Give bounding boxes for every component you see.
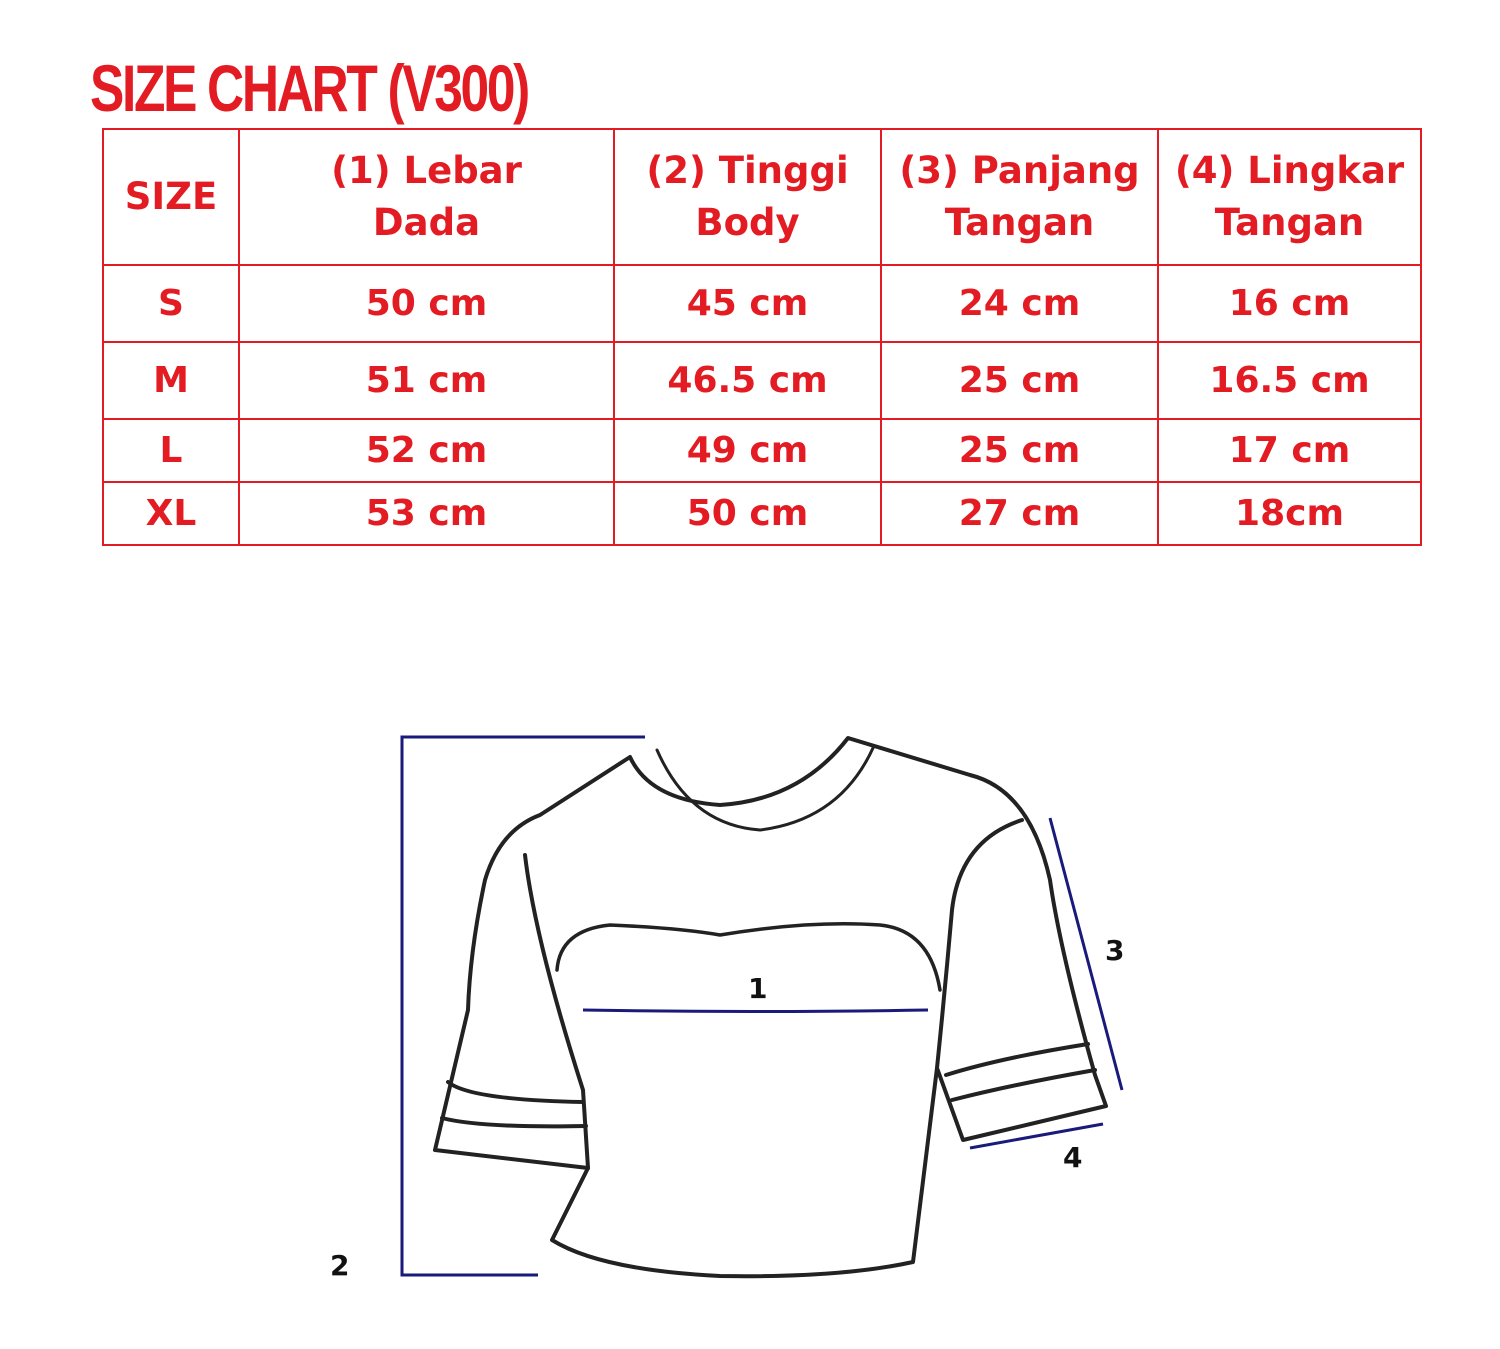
table-row: XL 53 cm 50 cm 27 cm 18cm — [102, 481, 1422, 546]
cell: 16 cm — [1157, 264, 1422, 343]
table-row: S 50 cm 45 cm 24 cm 16 cm — [102, 264, 1422, 343]
cell: 25 cm — [880, 418, 1159, 483]
header-text: Tangan — [944, 201, 1095, 244]
table-header-row: SIZE (1) Lebar Dada (2) Tinggi Body (3) Pa… — [102, 128, 1422, 266]
cell: 52 cm — [238, 418, 615, 483]
header-tinggi-body: (2) Tinggi Body — [613, 128, 882, 266]
cell: 50 cm — [613, 481, 882, 546]
page-title: SIZE CHART (V300) — [90, 51, 530, 125]
cell: 50 cm — [238, 264, 615, 343]
header-text: Dada — [372, 201, 481, 244]
cell-size: XL — [102, 481, 240, 546]
shirt-outline — [433, 736, 1108, 1279]
cell: 27 cm — [880, 481, 1159, 546]
header-text: SIZE — [124, 175, 218, 218]
cell: 17 cm — [1157, 418, 1422, 483]
header-lebar-dada: (1) Lebar Dada — [238, 128, 615, 266]
label-3: 3 — [1105, 934, 1124, 967]
header-text: (1) Lebar — [331, 149, 522, 192]
label-1: 1 — [748, 972, 767, 1005]
label-4: 4 — [1063, 1141, 1082, 1174]
header-panjang-tangan: (3) Panjang Tangan — [880, 128, 1159, 266]
cell: 51 cm — [238, 341, 615, 420]
header-text: (4) Lingkar — [1174, 149, 1405, 192]
size-table: SIZE (1) Lebar Dada (2) Tinggi Body (3) Pa… — [102, 128, 1422, 546]
cell-size: L — [102, 418, 240, 483]
cell: 18cm — [1157, 481, 1422, 546]
header-lingkar-tangan: (4) Lingkar Tangan — [1157, 128, 1422, 266]
header-text: Body — [695, 201, 800, 244]
table-row: L 52 cm 49 cm 25 cm 17 cm — [102, 418, 1422, 483]
cell: 16.5 cm — [1157, 341, 1422, 420]
header-text: (2) Tinggi — [646, 149, 849, 192]
cell-size: M — [102, 341, 240, 420]
cell: 45 cm — [613, 264, 882, 343]
header-size: SIZE — [102, 128, 240, 266]
measure-line-3 — [1048, 817, 1124, 1091]
cell: 49 cm — [613, 418, 882, 483]
measure-line-4 — [969, 1122, 1104, 1150]
cell-size: S — [102, 264, 240, 343]
shirt-diagram: 1 2 3 4 — [330, 735, 1124, 1282]
measurement-lines — [400, 735, 1124, 1277]
label-2: 2 — [330, 1249, 349, 1282]
header-text: Tangan — [1214, 201, 1365, 244]
measure-line-1 — [582, 1008, 929, 1013]
cell: 24 cm — [880, 264, 1159, 343]
cell: 53 cm — [238, 481, 615, 546]
measure-line-2 — [400, 735, 645, 1277]
header-text: (3) Panjang — [899, 149, 1140, 192]
table-row: M 51 cm 46.5 cm 25 cm 16.5 cm — [102, 341, 1422, 420]
cell: 46.5 cm — [613, 341, 882, 420]
cell: 25 cm — [880, 341, 1159, 420]
